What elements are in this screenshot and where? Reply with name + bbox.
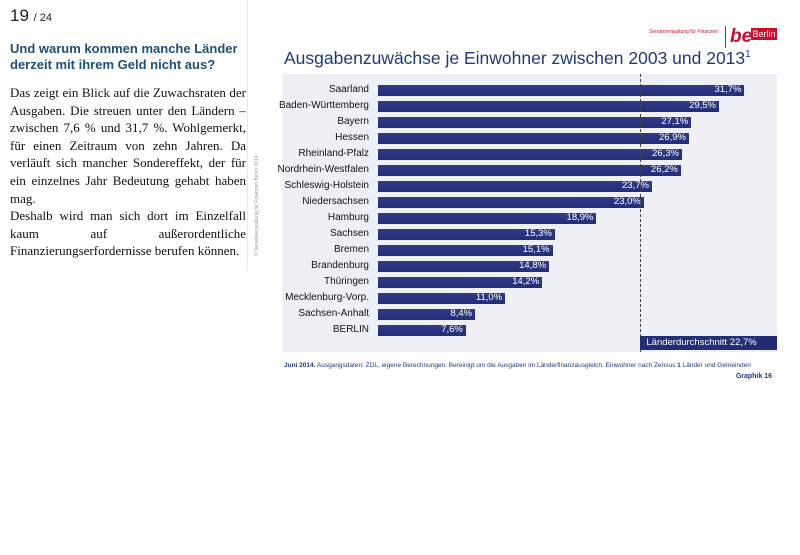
average-label: Länderdurchschnitt 22,7% [640,336,777,350]
paragraph-1: Das zeigt ein Blick auf die Zuwachsraten… [10,85,246,206]
logo-department-text: Senatsverwaltung für Finanzen [649,29,718,35]
category-label: Rheinland-Pfalz [298,148,369,159]
category-label: Schleswig-Holstein [284,180,369,191]
bar [378,101,719,112]
average-line [640,74,642,352]
side-copyright: © Senatsverwaltung für Finanzen Berlin 2… [254,155,260,256]
value-label: 11,0% [475,292,503,303]
value-label: 26,2% [650,164,678,175]
value-label: 31,7% [714,84,742,95]
bar [378,197,644,208]
category-label: Saarland [328,84,369,95]
bar [378,245,553,256]
category-label: Thüringen [323,276,369,287]
category-label: Baden-Württemberg [278,100,369,111]
bar [378,181,652,192]
category-label: Hessen [335,132,369,143]
category-label: Bayern [337,116,369,127]
chart-footnote: Juni 2014. Ausgangsdaten: ZDL, eigene Be… [284,362,751,369]
category-label: Brandenburg [311,260,369,271]
category-label: Nordrhein-Westfalen [277,164,369,175]
graphic-number: Graphik 16 [735,373,772,380]
bar [378,261,550,272]
category-label: Hamburg [327,212,369,223]
value-label: 26,3% [652,148,679,159]
bar [378,293,506,304]
bar [378,309,476,320]
category-label: BERLIN [332,324,369,335]
bar [378,133,689,144]
bar [378,325,466,336]
value-label: 15,1% [522,244,550,255]
question-heading: Und warum kommen manche Länder derzeit m… [10,41,238,72]
bar [378,85,745,96]
category-label: Bremen [333,244,369,255]
logo-separator [725,26,726,48]
category-label: Mecklenburg-Vorp. [285,292,369,303]
bar [378,165,681,176]
bar [378,277,543,288]
value-label: 15,3% [524,228,552,239]
paragraph-2: Deshalb wird man sich dort im Einzelfall… [10,208,246,259]
category-label: Niedersachsen [302,196,369,207]
value-label: 27,1% [661,116,689,127]
bar-chart: Saarland 31,7% Baden-Württemberg 29,5% Bayer… [277,74,777,352]
value-label: 18,9% [566,212,594,223]
logo-be: be [730,26,753,47]
bar [378,229,555,240]
value-label: 29,5% [689,100,716,111]
bar [378,213,597,224]
value-label: 14,2% [512,276,540,287]
chart-title: Ausgabenzuwächse je Einwohner zwischen 2… [284,48,751,68]
value-label: 23,0% [613,196,641,207]
value-label: 8,4% [450,308,473,319]
value-label: 26,9% [659,132,686,143]
bar [378,149,682,160]
value-label: 7,6% [441,324,463,335]
value-label: 14,8% [519,260,547,271]
category-label: Sachsen [330,228,369,239]
category-label: Sachsen-Anhalt [298,308,369,319]
page-number: 19 / 24 [10,6,53,25]
logo-berlin: Berlin [751,28,777,40]
column-divider [247,0,248,270]
value-label: 23,7% [622,180,649,191]
bar [378,117,692,128]
